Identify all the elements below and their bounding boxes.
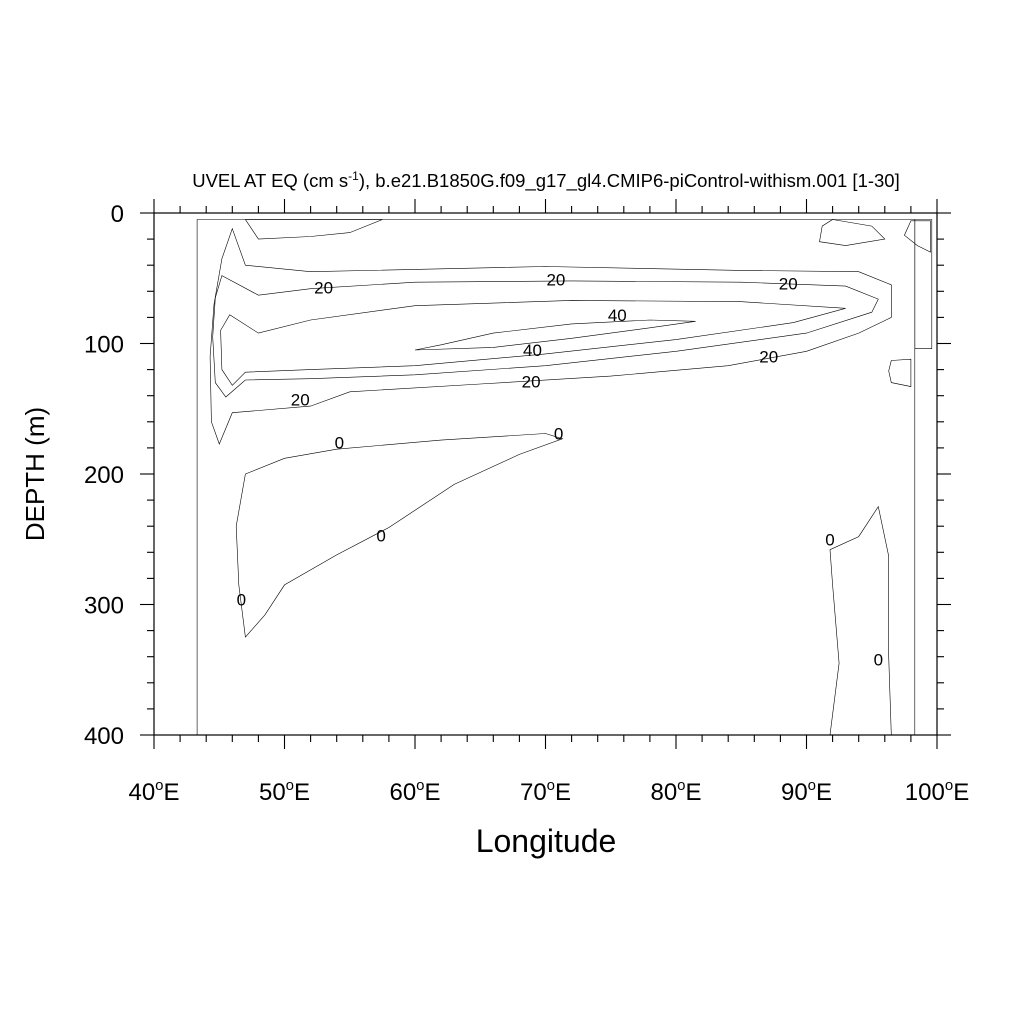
x-tick-label: 90oE (781, 777, 832, 806)
y-tick-label: 200 (84, 462, 124, 489)
contour-region-8 (819, 219, 886, 246)
contour-label-6: 20 (522, 372, 541, 391)
contour-label-5: 40 (523, 341, 542, 360)
x-tick-label: 70oE (520, 777, 571, 806)
contour-label-4: 40 (608, 306, 627, 325)
contour-label-3: 20 (779, 275, 798, 294)
y-axis-tick-labels: 0 100 200 300 400 (84, 201, 124, 750)
contour-label-14: 0 (874, 650, 883, 669)
x-tick-label: 100oE (905, 777, 969, 806)
y-axis-label: DEPTH (m) (20, 407, 50, 541)
contour-region-2 (914, 219, 933, 350)
y-tick-label: 100 (84, 332, 124, 359)
contour-label-7: 20 (759, 348, 778, 367)
contour-fill-layer (196, 219, 933, 736)
x-axis-label: Longitude (476, 823, 617, 859)
contour-region-1 (196, 219, 916, 736)
contour-label-2: 20 (546, 271, 565, 290)
contour-region-3 (209, 227, 892, 445)
chart-title-superscript: -1 (348, 169, 359, 183)
x-tick-label: 60oE (389, 777, 440, 806)
x-tick-label: 40oE (128, 777, 179, 806)
y-tick-label: 400 (84, 723, 124, 750)
contour-region-9 (904, 220, 931, 253)
contour-region-4 (212, 275, 879, 398)
contour-label-8: 20 (291, 391, 310, 410)
x-axis-tick-labels: 40oE 50oE 60oE 70oE 80oE 90oE 100oE (128, 777, 969, 806)
y-tick-label: 0 (111, 201, 124, 228)
x-tick-label: 80oE (650, 777, 701, 806)
contour-region-10 (888, 358, 912, 387)
contour-label-10: 0 (554, 425, 563, 444)
contour-region-7 (244, 219, 383, 240)
contour-region-11 (235, 433, 564, 638)
contour-label-1: 20 (314, 278, 333, 297)
contour-region-12 (829, 505, 892, 736)
contour-label-13: 0 (825, 530, 834, 549)
chart-title: UVEL AT EQ (cm s-1), b.e21.B1850G.f09_g1… (192, 169, 900, 192)
contour-label-11: 0 (376, 526, 385, 545)
contour-region-5 (220, 300, 846, 386)
contour-region-6 (414, 319, 696, 351)
y-tick-label: 300 (84, 593, 124, 620)
x-tick-label: 50oE (259, 777, 310, 806)
chart-title-rest: ), b.e21.B1850G.f09_g17_gl4.CMIP6-piCont… (359, 170, 900, 192)
plot-frame (153, 212, 938, 736)
chart-title-main: UVEL AT EQ (cm s (192, 170, 348, 191)
axis-ticks (140, 199, 951, 749)
contour-label-12: 0 (237, 590, 246, 609)
contour-label-9: 0 (335, 434, 344, 453)
contour-label-layer: 20 20 20 40 40 20 20 20 0 0 0 0 0 0 (237, 271, 883, 670)
